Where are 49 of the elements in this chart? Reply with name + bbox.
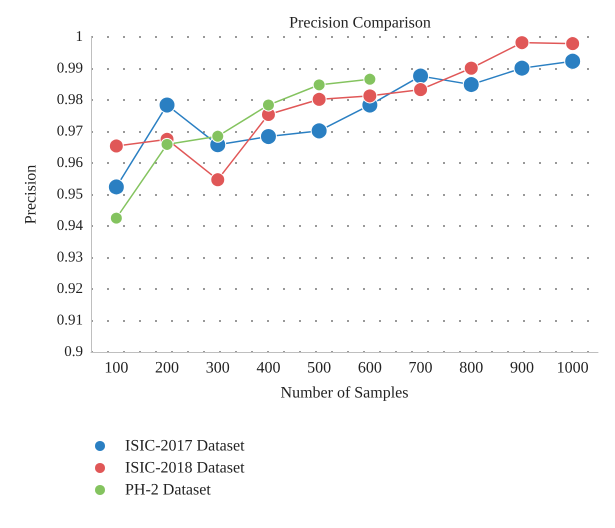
point <box>110 212 123 225</box>
point <box>413 82 428 98</box>
point <box>160 138 174 151</box>
y-tick-label: 0.98 <box>56 92 83 108</box>
x-tick-label: 100 <box>104 360 128 376</box>
point <box>464 60 479 76</box>
point <box>210 172 226 188</box>
x-tick-label: 500 <box>307 360 332 376</box>
point <box>514 35 530 50</box>
point <box>462 76 480 94</box>
x-tick-label: 700 <box>408 360 433 376</box>
point <box>211 130 224 143</box>
point <box>108 138 124 154</box>
chart-title: Precision Comparison <box>289 14 431 32</box>
y-tick-label: 0.94 <box>56 218 84 234</box>
point <box>312 92 327 107</box>
x-tick-label: 600 <box>358 360 382 376</box>
legend-label: PH-2 Dataset <box>125 482 212 498</box>
x-tick-label: 200 <box>155 360 180 376</box>
y-tick-label: 0.95 <box>56 186 83 202</box>
x-tick-label: 400 <box>256 360 280 376</box>
x-tick-label: 800 <box>459 360 484 376</box>
y-tick-label: 0.97 <box>56 124 84 140</box>
y-tick-label: 1 <box>76 29 83 45</box>
point <box>564 52 582 70</box>
x-tick-label: 300 <box>206 360 230 376</box>
y-tick-label: 0.92 <box>56 281 83 297</box>
y-tick-label: 0.91 <box>56 312 83 328</box>
y-tick-label: 0.96 <box>56 155 84 171</box>
y-tick-label: 0.99 <box>56 60 83 76</box>
x-axis-title: Number of Samples <box>280 384 408 402</box>
point <box>108 178 125 196</box>
point <box>412 68 430 85</box>
legend-label: ISIC-2018 Dataset <box>125 460 246 476</box>
x-tick-label: 900 <box>510 360 534 376</box>
point <box>565 36 580 52</box>
point <box>513 60 530 77</box>
point <box>260 128 277 146</box>
legend-label: ISIC-2017 Dataset <box>125 438 246 454</box>
point <box>312 78 326 92</box>
point <box>362 88 378 104</box>
y-axis-title: Precision <box>22 164 40 224</box>
point <box>363 72 376 86</box>
point <box>262 98 275 112</box>
point <box>310 122 328 140</box>
x-tick-label: 1000 <box>556 360 589 376</box>
y-tick-label: 0.93 <box>56 250 83 266</box>
y-tick-label: 0.9 <box>64 344 83 360</box>
point <box>158 96 176 114</box>
